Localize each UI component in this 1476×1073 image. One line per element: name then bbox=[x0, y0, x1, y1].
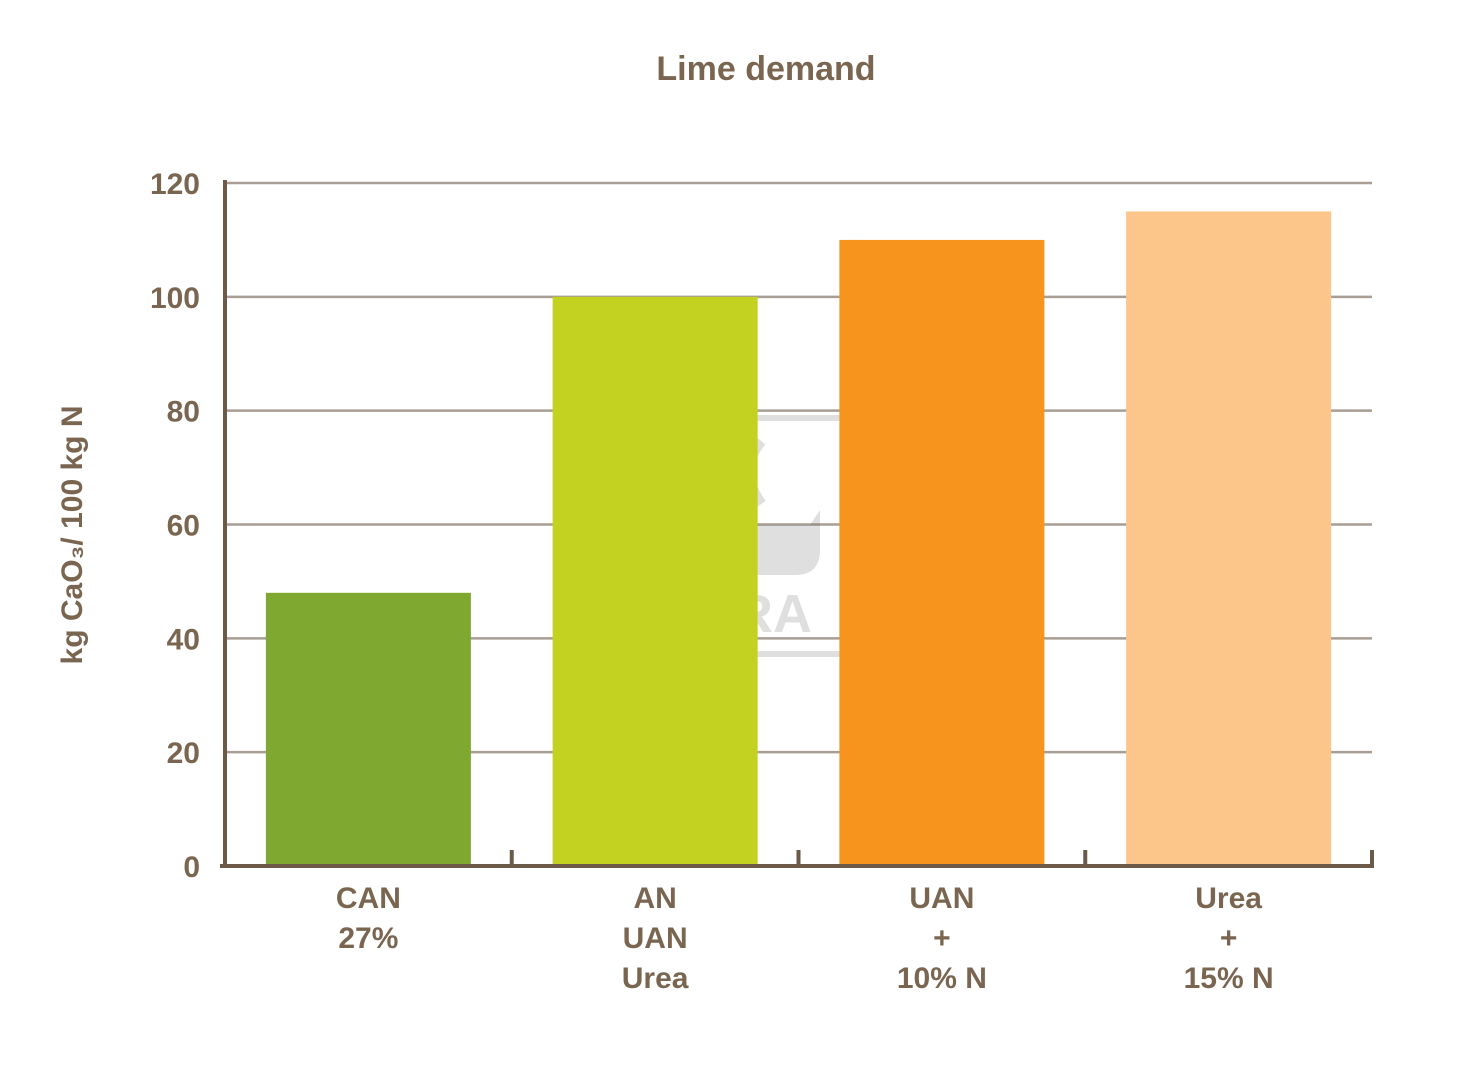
y-tick-label: 120 bbox=[150, 168, 200, 201]
axes bbox=[220, 180, 1374, 868]
bar bbox=[839, 239, 1045, 866]
bar bbox=[265, 592, 471, 866]
y-tick-label: 60 bbox=[167, 510, 200, 543]
x-tick-label: UAN bbox=[623, 922, 688, 955]
y-tick-label: 40 bbox=[167, 623, 200, 656]
x-tick-label: CAN bbox=[336, 882, 401, 915]
x-tick-label: 15% N bbox=[1184, 962, 1274, 995]
bar bbox=[552, 296, 758, 866]
y-tick-label: 100 bbox=[150, 282, 200, 315]
x-tick-label: 27% bbox=[338, 922, 398, 955]
x-tick-label: + bbox=[933, 922, 951, 955]
tick-labels: 0 20 40 60 80 100 120 CAN 27% AN UAN Urea UAN +10% N U… bbox=[150, 168, 1274, 995]
x-tick-label: + bbox=[1220, 922, 1238, 955]
x-tick-label: AN bbox=[633, 882, 676, 915]
y-tick-label: 20 bbox=[167, 737, 200, 770]
chart-title: Lime demand bbox=[656, 50, 875, 88]
bar bbox=[1126, 211, 1332, 867]
x-tick-label: Urea bbox=[1195, 882, 1262, 915]
x-tick-label: Urea bbox=[622, 962, 689, 995]
bars bbox=[265, 211, 1332, 867]
y-axis-label: kg CaO₃/ 100 kg N bbox=[56, 406, 89, 665]
y-tick-label: 80 bbox=[167, 396, 200, 429]
x-tick-label: 10% N bbox=[897, 962, 987, 995]
y-tick-label: 0 bbox=[183, 851, 200, 884]
x-tick-label: UAN bbox=[909, 882, 974, 915]
